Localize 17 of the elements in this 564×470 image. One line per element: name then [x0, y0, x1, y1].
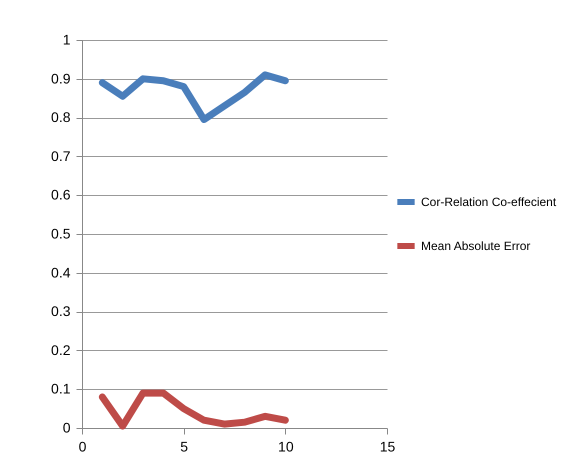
x-tick-label: 10	[278, 438, 294, 454]
x-tick-label: 15	[380, 438, 396, 454]
x-tick-label: 0	[78, 438, 87, 454]
legend-label: Cor-Relation Co-effecient	[421, 195, 557, 209]
y-tick-label: 0	[62, 420, 71, 436]
x-tick-label: 5	[180, 438, 188, 454]
y-tick-label: 0.6	[51, 186, 71, 203]
y-tick-label: 0.9	[51, 70, 71, 86]
y-tick-label: 0.8	[51, 109, 71, 126]
legend-label: Mean Absolute Error	[421, 239, 530, 253]
y-tick-label: 0.3	[51, 303, 71, 320]
y-tick-label: 0.5	[51, 226, 71, 242]
y-tick-label: 1	[62, 32, 71, 48]
y-tick-label: 0.2	[51, 342, 71, 358]
y-tick-label: 0.1	[51, 380, 71, 397]
y-tick-label: 0.4	[51, 264, 71, 280]
y-tick-label: 0.7	[51, 148, 71, 164]
